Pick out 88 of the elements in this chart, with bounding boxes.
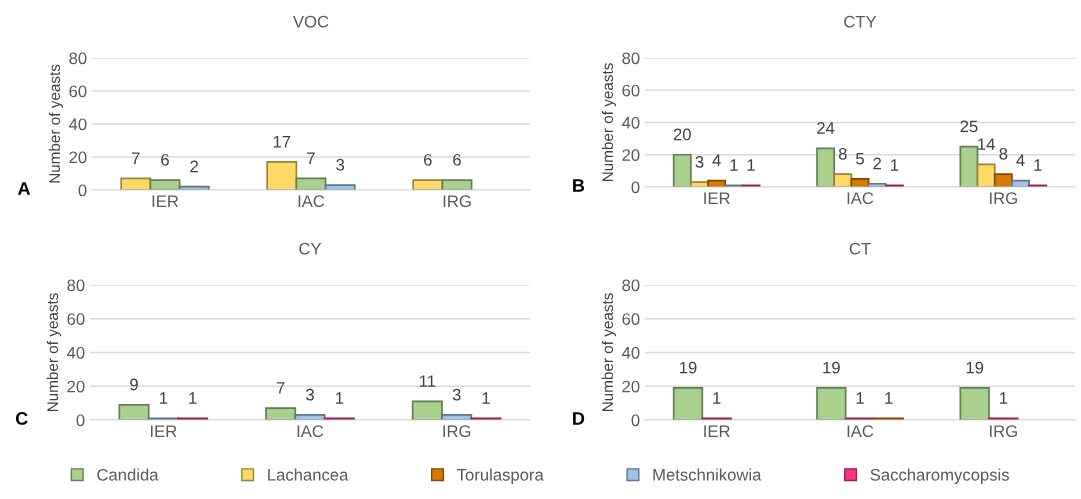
x-tick-label: IRG (443, 425, 471, 438)
data-label: 2 (873, 157, 881, 170)
text: C (15, 412, 28, 425)
data-label: 19 (823, 361, 840, 374)
y-tick-label: 20 (67, 380, 85, 393)
chart-title: VOC (293, 15, 329, 28)
data-label: 11 (419, 375, 436, 387)
data-label: 9 (130, 378, 138, 391)
y-tick-label: 60 (69, 85, 87, 98)
x-tick-label: IER (152, 195, 179, 207)
y-tick-label: 20 (69, 151, 87, 164)
data-label: 1 (885, 392, 893, 404)
data-label: 14 (978, 138, 995, 150)
y-tick-label: 20 (622, 149, 640, 161)
x-tick-label: IAC (298, 195, 325, 208)
x-tick-label: IRG (990, 192, 1017, 205)
y-tick-label: 0 (78, 184, 87, 197)
data-label: 3 (695, 155, 704, 168)
y-tick-label: 0 (631, 414, 640, 427)
data-label: 1 (482, 392, 490, 404)
y-tick-label: 40 (68, 118, 87, 131)
data-label: 1 (999, 392, 1008, 404)
y-tick-label: 0 (76, 414, 85, 427)
y-tick-label: 20 (622, 380, 640, 393)
data-label: 1 (856, 392, 864, 404)
chart-title: CTY (844, 15, 877, 28)
y-tick-label: 60 (622, 313, 640, 325)
data-label: 20 (673, 128, 691, 141)
data-label: 3 (336, 158, 345, 171)
legend-label: Saccharomycopsis (870, 468, 1009, 484)
data-label: 1 (891, 159, 899, 171)
y-axis-title: Number of yeasts (46, 293, 62, 412)
data-label: 4 (712, 154, 721, 166)
data-label: 1 (713, 392, 721, 404)
data-label: 6 (161, 153, 169, 166)
data-label: 3 (452, 388, 461, 401)
text: A (17, 182, 31, 195)
data-label: 7 (307, 152, 315, 164)
y-axis-title: Number of yeasts (601, 63, 617, 182)
data-label: 19 (680, 361, 697, 374)
data-label: 1 (747, 159, 755, 171)
data-label: 8 (999, 147, 1008, 160)
data-label: 1 (159, 392, 168, 404)
x-tick-label: IRG (443, 195, 471, 208)
legend-label: Candida (97, 468, 159, 481)
y-tick-label: 60 (622, 84, 640, 97)
y-tick-label: 80 (622, 52, 640, 65)
data-label: 3 (306, 388, 314, 401)
data-label: 2 (190, 160, 198, 173)
legend-label: Metschnikowia (653, 468, 762, 481)
y-tick-label: 80 (622, 279, 640, 292)
x-tick-label: IAC (847, 192, 874, 205)
x-tick-label: IER (150, 425, 177, 437)
x-tick-label: IER (704, 425, 730, 437)
data-label: 25 (960, 120, 978, 133)
data-label: 1 (335, 392, 344, 404)
legend-label: Lachancea (268, 468, 349, 481)
data-label: 7 (276, 382, 285, 394)
chart-title: CT (849, 242, 871, 255)
x-tick-label: IRG (990, 425, 1017, 438)
y-tick-label: 40 (66, 346, 85, 359)
data-label: 1 (1034, 159, 1042, 171)
data-label: 5 (856, 152, 864, 165)
data-label: 6 (424, 153, 432, 166)
chart-title: CY (299, 242, 322, 255)
data-label: 7 (132, 152, 140, 164)
text: D (573, 412, 585, 425)
y-tick-label: 0 (631, 181, 640, 194)
y-tick-label: 80 (67, 279, 85, 292)
data-label: 1 (730, 159, 738, 171)
y-axis-title: Number of yeasts (601, 293, 617, 412)
data-label: 6 (453, 153, 461, 166)
y-tick-label: 60 (67, 313, 85, 325)
y-tick-label: 40 (621, 116, 640, 129)
y-tick-label: 40 (621, 346, 640, 359)
y-axis-title: Number of yeasts (48, 64, 64, 183)
data-label: 17 (273, 135, 291, 148)
legend-label: Torulaspora (457, 468, 544, 484)
data-label: 8 (838, 147, 847, 160)
data-label: 19 (966, 361, 984, 374)
x-tick-label: IAC (847, 425, 874, 438)
x-tick-label: IAC (297, 425, 324, 438)
text: B (573, 179, 585, 192)
data-label: 1 (189, 392, 197, 404)
x-tick-label: IER (704, 192, 730, 204)
data-label: 24 (817, 122, 835, 134)
y-tick-label: 80 (69, 52, 87, 65)
data-label: 4 (1016, 154, 1025, 166)
